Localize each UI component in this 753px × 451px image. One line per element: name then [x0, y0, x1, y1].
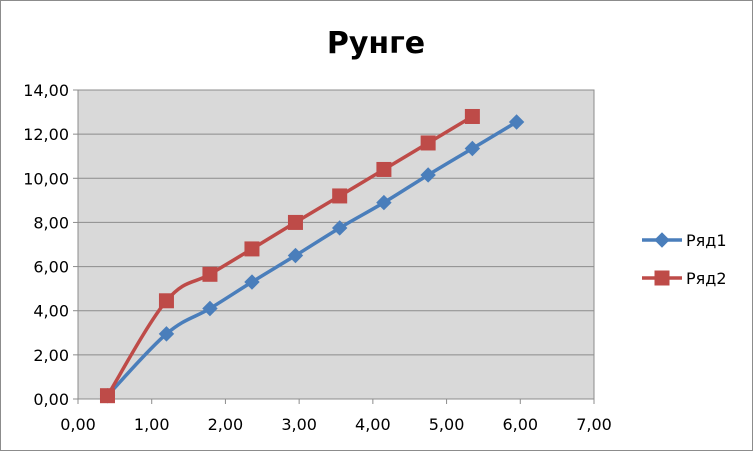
data-point	[464, 140, 481, 157]
legend-marker	[654, 232, 670, 248]
y-tick-label: 0,00	[33, 390, 69, 409]
legend-item: Ряд1	[642, 231, 727, 250]
chart-title: Рунге	[327, 26, 425, 61]
data-point	[158, 293, 174, 309]
y-tick-label: 6,00	[33, 258, 69, 277]
legend-marker	[654, 270, 670, 286]
y-tick-label: 10,00	[23, 169, 69, 188]
data-point	[202, 300, 218, 317]
x-tick-label: 5,00	[429, 415, 465, 434]
legend-item: Ряд2	[642, 269, 727, 288]
data-point	[376, 194, 392, 211]
x-tick-label: 6,00	[502, 415, 538, 434]
axes: 0,00 2,00 4,00 6,00 8,00 10,00 12,00 14,00 0,00 1…	[23, 81, 612, 434]
data-point	[420, 167, 436, 183]
legend-label: Ряд1	[686, 231, 727, 250]
data-point	[244, 274, 260, 290]
data-point	[287, 214, 303, 230]
x-tick-label: 3,00	[281, 415, 317, 434]
series-line	[106, 120, 518, 397]
data-point	[508, 114, 525, 130]
data-point	[420, 135, 436, 151]
data-point	[202, 266, 218, 282]
x-tick-label: 0,00	[60, 415, 96, 434]
y-tick-label: 2,00	[33, 346, 69, 365]
y-tick-label: 14,00	[23, 81, 69, 100]
y-tick-label: 12,00	[23, 125, 69, 144]
gridlines	[78, 133, 594, 356]
legend-label: Ряд2	[686, 269, 727, 288]
data-point	[99, 388, 115, 404]
data-point	[464, 108, 480, 124]
x-tick-label: 4,00	[355, 415, 391, 434]
legend: Ряд1 Ряд2	[642, 231, 727, 288]
data-point	[244, 241, 260, 257]
y-tick-label: 4,00	[33, 302, 69, 321]
x-tick-label: 7,00	[576, 415, 612, 434]
data-point	[376, 161, 392, 177]
data-point	[158, 326, 175, 342]
data-point	[331, 220, 348, 236]
series-layer	[99, 108, 525, 404]
data-point	[287, 247, 304, 264]
data-point	[332, 188, 348, 204]
x-tick-label: 2,00	[208, 415, 244, 434]
y-tick-label: 8,00	[33, 213, 69, 232]
x-tick-label: 1,00	[134, 415, 170, 434]
plot-area	[77, 89, 595, 400]
series-2	[99, 108, 480, 404]
